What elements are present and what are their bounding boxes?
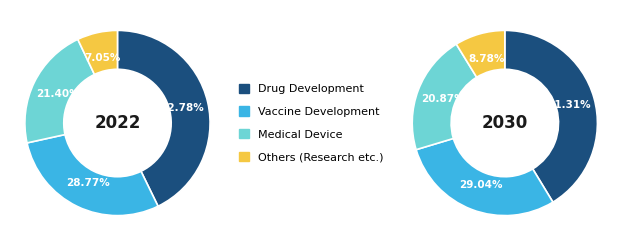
Wedge shape (505, 31, 598, 202)
Text: 7.05%: 7.05% (84, 53, 121, 63)
Text: 21.40%: 21.40% (36, 89, 79, 99)
Wedge shape (117, 31, 210, 206)
Wedge shape (412, 44, 477, 150)
Wedge shape (25, 39, 95, 143)
Wedge shape (416, 138, 553, 215)
Text: 20.87%: 20.87% (421, 94, 464, 104)
Text: 29.04%: 29.04% (459, 180, 503, 190)
Text: 28.77%: 28.77% (67, 178, 110, 188)
Wedge shape (27, 135, 158, 215)
Text: 42.78%: 42.78% (161, 103, 204, 113)
Text: 2022: 2022 (94, 114, 141, 132)
Text: 2030: 2030 (482, 114, 528, 132)
Text: 8.78%: 8.78% (469, 54, 505, 64)
Wedge shape (77, 31, 117, 75)
Text: 41.31%: 41.31% (547, 100, 591, 110)
Wedge shape (457, 31, 505, 77)
Legend: Drug Development, Vaccine Development, Medical Device, Others (Research etc.): Drug Development, Vaccine Development, M… (239, 84, 384, 162)
